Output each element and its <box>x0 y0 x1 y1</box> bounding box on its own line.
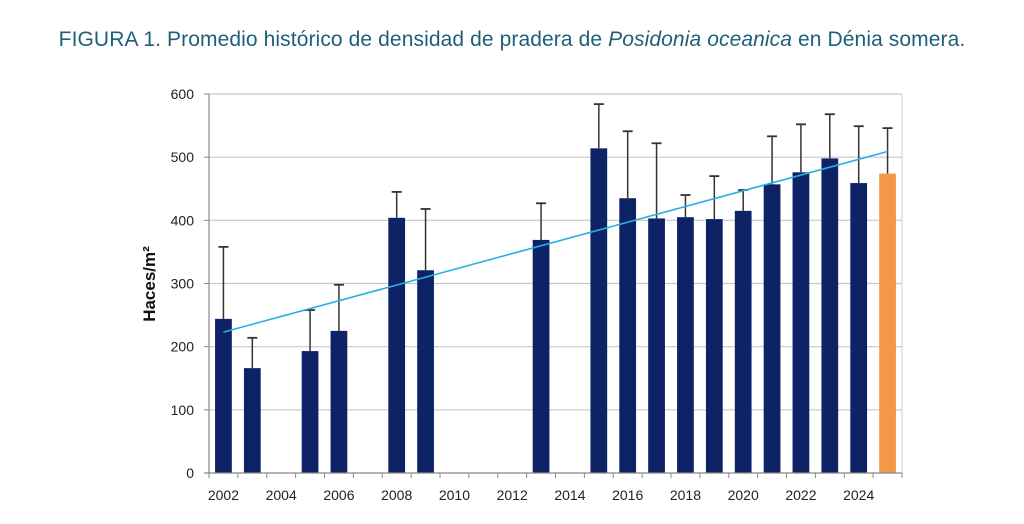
x-tick-label: 2014 <box>554 487 585 503</box>
y-tick-label: 400 <box>171 212 195 228</box>
x-tick-label: 2022 <box>785 487 816 503</box>
gridlines <box>209 93 903 473</box>
figure-title-species: Posidonia oceanica <box>608 28 793 51</box>
y-tick-label: 0 <box>186 465 194 481</box>
figure-title-suffix: en Dénia somera. <box>792 28 966 51</box>
y-axis-label: Haces/m² <box>140 246 159 322</box>
x-tick-label: 2008 <box>381 487 412 503</box>
x-tick-label: 2016 <box>612 487 643 503</box>
y-tick-labels: 0 100 200 300 400 500 600 <box>171 86 195 481</box>
bar-2024 <box>850 183 868 473</box>
bar-2023 <box>821 158 839 473</box>
figure-title: FIGURA 1. Promedio histórico de densidad… <box>0 28 1024 52</box>
x-tick-label: 2002 <box>208 487 239 503</box>
bar-2019 <box>705 219 723 473</box>
y-tick-label: 500 <box>171 149 195 165</box>
y-tick-label: 600 <box>171 86 195 102</box>
bar-2021 <box>763 184 781 473</box>
bar-2009 <box>417 270 434 473</box>
x-tick-label: 2010 <box>439 487 470 503</box>
bars <box>215 148 896 473</box>
bar-2025 <box>879 173 896 473</box>
x-tick-labels: 2002 2004 2006 2008 2010 2012 2014 2016 2018 2020… <box>208 487 875 503</box>
y-tick-label: 300 <box>171 276 195 292</box>
bar-2020 <box>734 210 752 473</box>
x-tick-label: 2024 <box>843 487 874 503</box>
y-tick-label: 200 <box>171 339 195 355</box>
bar-2018 <box>677 217 694 473</box>
x-tick-label: 2012 <box>497 487 528 503</box>
bar-2002 <box>215 318 232 473</box>
bar-2017 <box>648 218 665 473</box>
error-bars <box>218 103 893 369</box>
bar-2003 <box>243 368 261 473</box>
y-tick-label: 100 <box>171 402 195 418</box>
bar-2006 <box>330 330 348 473</box>
bar-2016 <box>619 198 637 473</box>
bar-2022 <box>792 172 810 473</box>
trendline-group <box>223 150 888 333</box>
bar-2013 <box>532 239 550 473</box>
x-tick-label: 2006 <box>323 487 354 503</box>
bar-2015 <box>590 148 608 473</box>
x-tick-label: 2020 <box>728 487 759 503</box>
x-tick-label: 2004 <box>266 487 297 503</box>
axes <box>204 93 903 478</box>
figure-title-prefix: FIGURA 1. Promedio histórico de densidad… <box>58 28 609 51</box>
bar-2008 <box>388 217 406 473</box>
x-tick-label: 2018 <box>670 487 701 503</box>
trendline <box>223 150 888 333</box>
bar-2005 <box>301 351 319 473</box>
